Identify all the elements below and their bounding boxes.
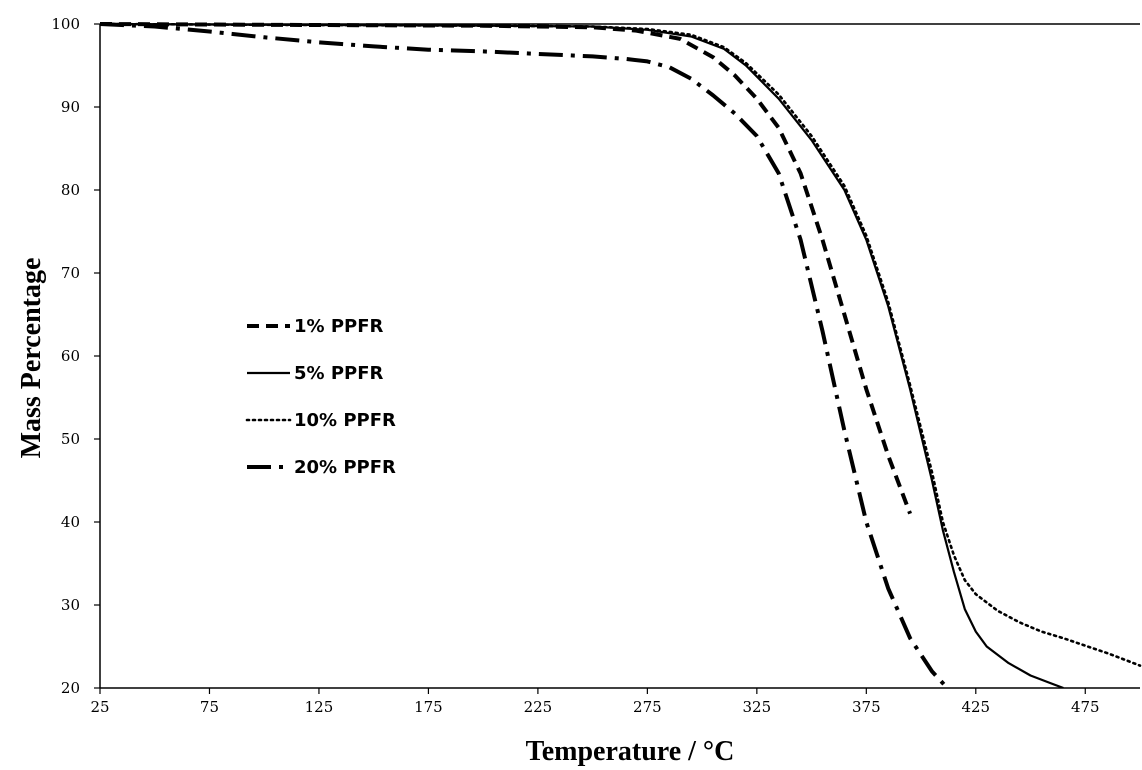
series-line-2 bbox=[100, 22, 1064, 688]
legend: 1% PPFR 5% PPFR 10% PPFR 20% PPFR bbox=[245, 316, 396, 478]
y-tick-label: 30 bbox=[61, 596, 80, 614]
x-tick-label: 325 bbox=[743, 698, 772, 716]
x-tick-label: 25 bbox=[90, 698, 109, 716]
legend-label: 20% PPFR bbox=[294, 457, 396, 478]
y-tick-label: 80 bbox=[61, 181, 80, 199]
y-tick-label: 20 bbox=[61, 679, 80, 697]
y-tick-label: 100 bbox=[51, 15, 80, 33]
x-tick-label: 75 bbox=[200, 698, 219, 716]
legend-label: 5% PPFR bbox=[294, 363, 384, 384]
y-axis-title: Mass Percentage bbox=[16, 258, 47, 459]
y-axis-ticks: 20 30 40 50 60 70 80 90 100 bbox=[51, 15, 100, 697]
x-tick-label: 125 bbox=[305, 698, 334, 716]
legend-label: 10% PPFR bbox=[294, 410, 396, 431]
series-line-3 bbox=[100, 22, 1142, 667]
series-line-1 bbox=[100, 22, 912, 515]
x-axis-ticks: 25 75 125 175 225 275 325 375 425 475 bbox=[90, 688, 1100, 716]
x-tick-label: 225 bbox=[524, 698, 553, 716]
legend-label: 1% PPFR bbox=[294, 316, 384, 337]
x-tick-label: 275 bbox=[633, 698, 662, 716]
x-tick-label: 425 bbox=[961, 698, 990, 716]
x-tick-label: 175 bbox=[414, 698, 443, 716]
axes bbox=[99, 23, 1140, 689]
x-axis-title: Temperature / °C bbox=[526, 736, 735, 767]
series-lines bbox=[100, 22, 1142, 688]
y-tick-label: 70 bbox=[61, 264, 80, 282]
x-tick-label: 475 bbox=[1071, 698, 1100, 716]
y-tick-label: 60 bbox=[61, 347, 80, 365]
x-tick-label: 375 bbox=[852, 698, 881, 716]
y-tick-label: 40 bbox=[61, 513, 80, 531]
y-tick-label: 90 bbox=[61, 98, 80, 116]
y-tick-label: 50 bbox=[61, 430, 80, 448]
series-line-4 bbox=[100, 22, 949, 688]
